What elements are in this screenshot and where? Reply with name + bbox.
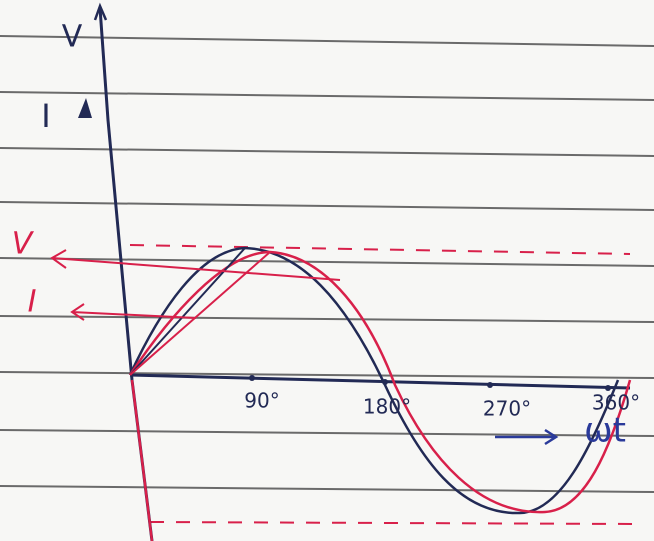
i-axis-label: I bbox=[41, 97, 50, 135]
sketch: V I V I 90° 180° 270° 360° ωt bbox=[0, 0, 654, 541]
paper bbox=[0, 0, 654, 541]
v-axis-label: V bbox=[62, 20, 83, 55]
tick-180: 180° bbox=[363, 395, 411, 419]
i-curve-label: I bbox=[28, 285, 37, 320]
v-curve-label: V bbox=[12, 227, 35, 262]
tick-270: 270° bbox=[483, 397, 531, 421]
tick-90: 90° bbox=[244, 389, 279, 413]
wt-label: ωt bbox=[584, 411, 626, 451]
